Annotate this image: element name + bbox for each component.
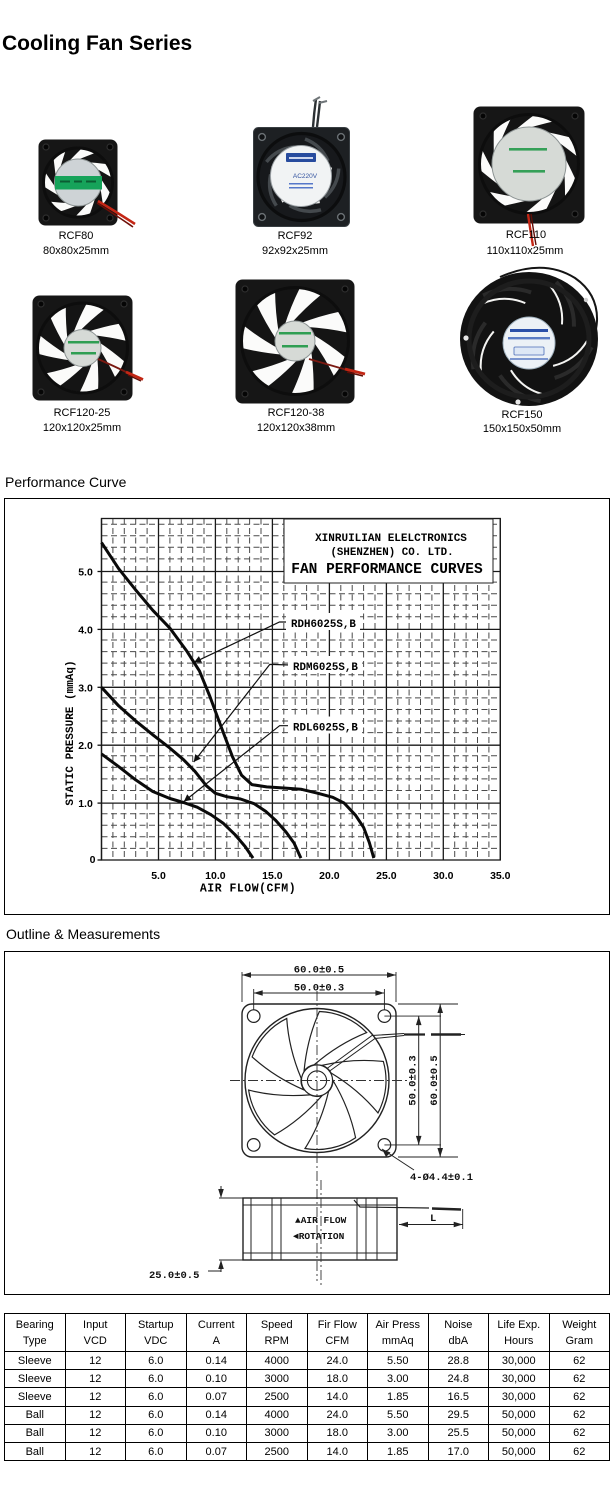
svg-text:FAN PERFORMANCE CURVES: FAN PERFORMANCE CURVES xyxy=(291,562,483,578)
svg-text:1.0: 1.0 xyxy=(78,798,93,810)
svg-text:0: 0 xyxy=(90,854,96,866)
svg-text:AIR FLOW(CFM): AIR FLOW(CFM) xyxy=(200,883,296,896)
svg-text:4-Ø4.4±0.1: 4-Ø4.4±0.1 xyxy=(410,1172,473,1184)
svg-text:(SHENZHEN) CO. LTD.: (SHENZHEN) CO. LTD. xyxy=(330,547,453,559)
svg-text:RDM6025S,B: RDM6025S,B xyxy=(293,662,358,674)
svg-text:60.0±0.5: 60.0±0.5 xyxy=(294,965,344,977)
svg-text:50.0±0.3: 50.0±0.3 xyxy=(408,1055,420,1105)
svg-text:50.0±0.3: 50.0±0.3 xyxy=(294,983,344,995)
svg-text:15.0: 15.0 xyxy=(262,870,283,882)
svg-text:5.0: 5.0 xyxy=(78,567,93,579)
svg-text:STATIC PRESSURE (mmAq): STATIC PRESSURE (mmAq) xyxy=(65,660,77,805)
svg-text:60.0±0.5: 60.0±0.5 xyxy=(429,1055,441,1105)
svg-text:25.0: 25.0 xyxy=(376,870,397,882)
svg-text:◄ROTATION: ◄ROTATION xyxy=(293,1231,345,1242)
svg-text:10.0: 10.0 xyxy=(205,870,226,882)
svg-text:4.0: 4.0 xyxy=(78,624,93,636)
svg-text:XINRUILIAN ELELCTRONICS: XINRUILIAN ELELCTRONICS xyxy=(315,533,467,545)
svg-text:20.0: 20.0 xyxy=(319,870,340,882)
svg-text:AC220V: AC220V xyxy=(293,173,318,180)
svg-text:3.0: 3.0 xyxy=(78,682,93,694)
svg-text:2.0: 2.0 xyxy=(78,740,93,752)
svg-text:RDH6025S,B: RDH6025S,B xyxy=(291,619,356,631)
svg-text:35.0: 35.0 xyxy=(490,870,511,882)
svg-text:5.0: 5.0 xyxy=(151,870,166,882)
svg-text:L: L xyxy=(430,1213,436,1225)
svg-text:RDL6025S,B: RDL6025S,B xyxy=(293,723,358,735)
svg-text:25.0±0.5: 25.0±0.5 xyxy=(149,1270,199,1282)
svg-text:30.0: 30.0 xyxy=(433,870,454,882)
